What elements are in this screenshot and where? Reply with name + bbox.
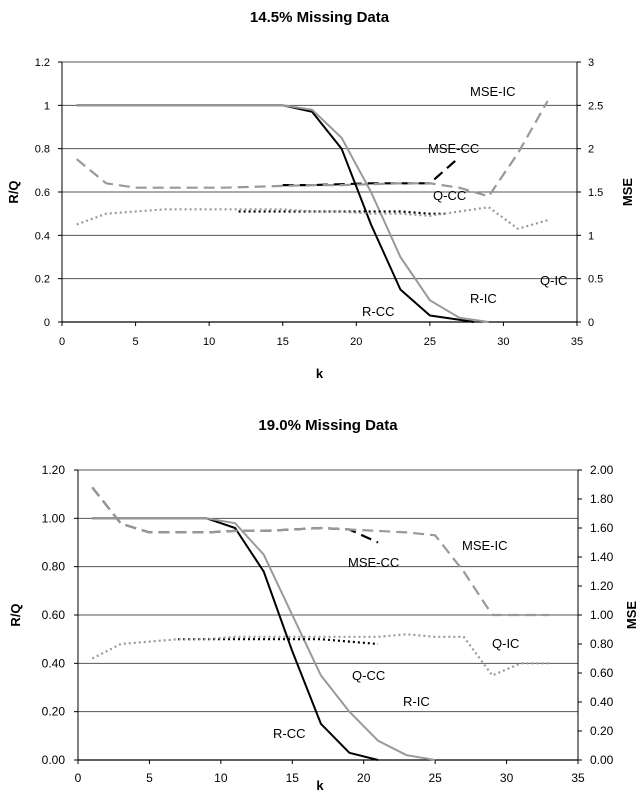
series-line-r-ic [92,517,436,761]
annotation-mse-ic: MSE-IC [470,84,516,99]
series-line-r-cc [76,104,475,323]
annotation-q-cc: Q-CC [433,188,466,203]
x-tick-label: 15 [286,771,300,785]
x-tick-label: 5 [146,771,153,785]
series-line-mse-cc [91,486,379,544]
x-tick-label: 20 [350,336,362,348]
y2-tick-label: 1.40 [590,550,614,564]
y2-tick-label: 2.5 [588,100,603,112]
y-tick-label: 0.60 [42,608,66,622]
y2-tick-label: 1.20 [590,579,614,593]
annotation-q-cc: Q-CC [352,668,385,683]
x-tick-label: 10 [214,771,228,785]
y2-tick-label: 0.00 [590,753,614,767]
annotation-r-ic: R-IC [403,694,430,709]
y2-tick-label: 0.80 [590,637,614,651]
annotation-mse-ic: MSE-IC [462,538,508,553]
y2-tick-label: 1 [588,230,594,242]
y-tick-label: 0.4 [35,230,50,242]
y-tick-label: 0.2 [35,274,50,286]
y-tick-label: 0.6 [35,187,50,199]
y2-axis-label: MSE [620,178,635,207]
y-tick-label: 1.20 [42,463,66,477]
chart-1: 14.5% Missing Data 0 0.2 0.4 0.6 0.8 1 1.2 0 0.5 1… [6,9,635,381]
y2-tick-label: 0.5 [588,274,603,286]
x-tick-label: 0 [59,336,65,348]
y-tick-label: 0.00 [42,753,66,767]
y2-tick-label: 1.00 [590,608,614,622]
x-tick-label: 30 [500,771,514,785]
chart-title: 14.5% Missing Data [250,9,390,26]
y2-tick-label: 0.20 [590,724,614,738]
annotation-r-cc: R-CC [362,304,395,319]
x-tick-label: 25 [428,771,442,785]
series-line-q-cc [178,638,379,646]
y2-tick-label: 0.60 [590,666,614,680]
y-tick-label: 0.20 [42,705,66,719]
annotation-r-cc: R-CC [273,726,306,741]
y-axis-label: R/Q [6,180,21,203]
x-tick-label: 35 [571,336,583,348]
series-line-q-ic [76,206,548,230]
y2-tick-label: 1.80 [590,492,614,506]
x-tick-label: 20 [357,771,371,785]
x-tick-label: 0 [75,771,82,785]
y-tick-label: 1.2 [35,57,50,69]
y-tick-label: 0.8 [35,144,50,156]
x-axis-label: k [316,778,324,792]
y2-tick-label: 1.5 [588,187,603,199]
y2-tick-label: 1.60 [590,521,614,535]
series-line-r-cc [92,517,379,761]
y-tick-label: 1 [44,100,50,112]
series-line-mse-cc [282,156,461,187]
x-axis-label: k [316,366,324,381]
series-line-mse-ic [91,486,550,617]
y-axis-label: R/Q [8,603,23,626]
x-tick-label: 30 [497,336,509,348]
series-line-q-cc [238,210,445,215]
y-tick-label: 1.00 [42,511,66,525]
annotation-mse-cc: MSE-CC [348,555,399,570]
y-tick-label: 0.80 [42,560,66,574]
y2-tick-label: 3 [588,57,594,69]
x-tick-label: 10 [203,336,215,348]
series-line-mse-ic [76,100,549,198]
series-line-r-ic [76,104,489,323]
x-tick-label: 35 [571,771,585,785]
y-tick-label: 0 [44,317,50,329]
y2-tick-label: 2 [588,144,594,156]
y2-tick-label: 0.40 [590,695,614,709]
y2-axis-label: MSE [624,601,639,630]
chart-2: 19.0% Missing Data 0.00 0.20 0.40 0.60 0.80 1.… [8,417,639,792]
x-tick-label: 15 [277,336,289,348]
annotation-mse-cc: MSE-CC [428,141,479,156]
y2-tick-label: 0 [588,317,594,329]
annotation-r-ic: R-IC [470,291,497,306]
annotation-q-ic: Q-IC [540,273,567,288]
y-tick-label: 0.40 [42,656,66,670]
x-tick-label: 5 [133,336,139,348]
x-tick-label: 25 [424,336,436,348]
series-line-q-ic [91,633,550,677]
annotation-q-ic: Q-IC [492,636,519,651]
chart-title: 19.0% Missing Data [258,417,398,434]
y2-tick-label: 2.00 [590,463,614,477]
